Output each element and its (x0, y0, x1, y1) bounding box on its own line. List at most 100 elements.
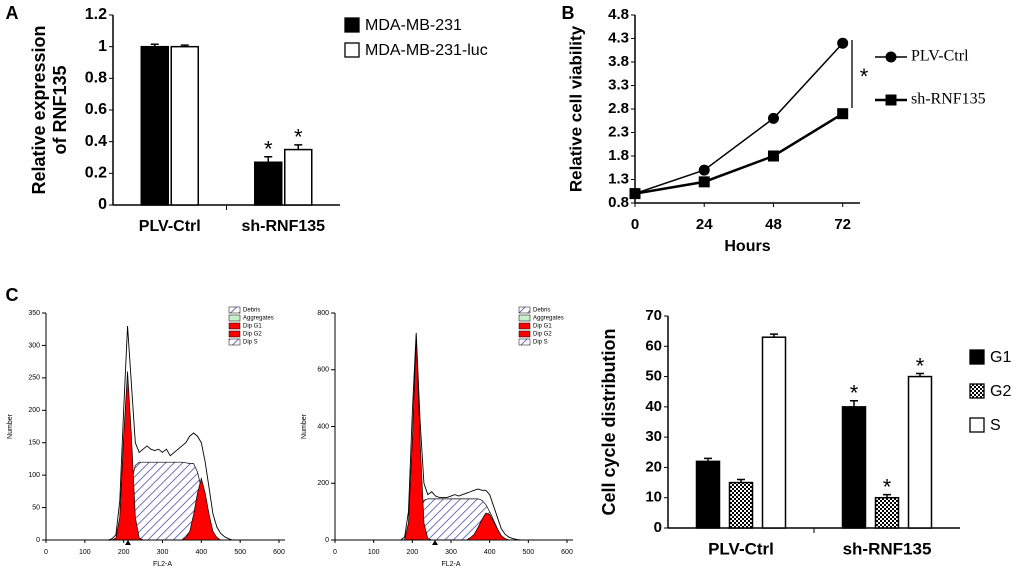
y-tick-label: 1.3 (608, 170, 629, 187)
y-axis-title: Number (301, 413, 308, 439)
y-tick-label: 800 (317, 310, 329, 317)
legend-swatch (228, 314, 241, 322)
y-tick-label: 100 (28, 472, 40, 479)
significance-mark: * (264, 137, 273, 162)
legend-swatch (518, 330, 531, 338)
x-axis-title: Hours (724, 238, 770, 255)
x-tick-label: 48 (765, 216, 782, 233)
bar (728, 481, 754, 529)
legend-label: MDA-MB-231 (365, 17, 462, 34)
x-tick-label: sh-RNF135 (843, 539, 932, 558)
y-tick-label: 3.3 (608, 76, 629, 93)
significance-mark: * (883, 474, 892, 499)
legend-label: PLV-Ctrl (911, 48, 969, 65)
y-tick-label: 250 (28, 375, 40, 382)
error-bar (150, 43, 159, 47)
data-point (698, 176, 710, 188)
y-tick-label: 200 (28, 407, 40, 414)
x-tick-label: 500 (522, 549, 534, 556)
x-tick-label: 200 (118, 549, 130, 556)
bar (170, 45, 199, 206)
x-axis-title: FL2-A (441, 561, 460, 568)
legend-marker (885, 94, 897, 106)
y-axis-title: Cell cycle distribution (599, 328, 619, 515)
y-tick-label: 1 (98, 38, 107, 55)
legend-label: Dip S (533, 340, 548, 346)
y-tick-label: 30 (645, 428, 662, 445)
panel-label: B (562, 3, 575, 23)
legend-label: G2 (990, 383, 1011, 400)
bar (907, 375, 933, 529)
y-tick-label: 20 (645, 458, 662, 475)
y-axis-title: Relative expression (29, 25, 49, 194)
legend-label: Dip G2 (243, 332, 262, 338)
legend-swatch (344, 17, 360, 33)
error-bar (770, 333, 778, 338)
legend-label: Debris (243, 308, 260, 314)
legend-marker (885, 51, 897, 63)
error-bar (883, 493, 891, 498)
peak-marker (125, 540, 131, 545)
x-axis-title: FL2-A (153, 561, 172, 568)
legend-swatch (518, 322, 531, 330)
x-tick-label: PLV-Ctrl (708, 539, 774, 558)
legend-swatch (228, 330, 241, 338)
significance-mark: * (850, 381, 859, 406)
bar (284, 148, 313, 206)
y-tick-label: 0.8 (85, 70, 107, 87)
x-tick-label: 0 (44, 549, 48, 556)
x-tick-label: 200 (406, 549, 418, 556)
y-tick-label: 150 (28, 440, 40, 447)
error-bar (294, 144, 303, 150)
legend-swatch (228, 338, 241, 346)
legend-swatch (228, 306, 241, 314)
x-tick-label: PLV-Ctrl (139, 218, 201, 235)
y-tick-label: 200 (317, 480, 329, 487)
y-axis-title: Relative cell viability (566, 25, 585, 192)
x-tick-label: 400 (484, 549, 496, 556)
y-tick-label: 0 (98, 196, 107, 213)
x-tick-label: 600 (561, 549, 573, 556)
bar (841, 406, 867, 529)
histogram-envelope (393, 332, 521, 541)
legend-label: Aggregates (243, 316, 274, 322)
legend-label: Dip G1 (243, 324, 262, 330)
x-tick-label: 24 (696, 216, 713, 233)
legend-label: Dip G2 (533, 332, 552, 338)
y-tick-label: 0.2 (85, 165, 107, 182)
bar (874, 496, 900, 529)
y-tick-label: 300 (28, 342, 40, 349)
data-point (698, 164, 710, 176)
y-tick-label: 4.3 (608, 29, 629, 46)
x-tick-label: 400 (195, 549, 207, 556)
legend-swatch (518, 306, 531, 314)
bar (761, 336, 787, 529)
x-tick-label: 300 (157, 549, 169, 556)
phase-area (104, 476, 233, 541)
y-tick-label: 40 (645, 398, 662, 415)
legend-label: Dip S (243, 340, 258, 346)
bar (695, 460, 721, 529)
y-tick-label: 0 (36, 537, 40, 544)
y-tick-label: 1.8 (608, 147, 629, 164)
legend-label: Debris (533, 308, 550, 314)
data-point (837, 37, 849, 49)
y-tick-label: 4.8 (608, 6, 629, 23)
y-tick-label: 10 (645, 489, 662, 506)
bar (254, 161, 283, 206)
x-tick-label: 0 (333, 549, 337, 556)
legend-swatch (518, 338, 531, 346)
y-tick-label: 0.4 (85, 133, 107, 150)
error-bar (180, 44, 189, 47)
error-bar (850, 400, 858, 407)
y-tick-label: 600 (317, 367, 329, 374)
x-tick-label: 600 (273, 549, 285, 556)
y-tick-label: 60 (645, 337, 662, 354)
panel-label: A (6, 3, 19, 23)
series-line (634, 42, 844, 195)
significance-mark: * (294, 125, 303, 150)
legend-label: G1 (990, 349, 1011, 366)
legend-swatch (969, 417, 985, 433)
error-bar (264, 155, 273, 163)
